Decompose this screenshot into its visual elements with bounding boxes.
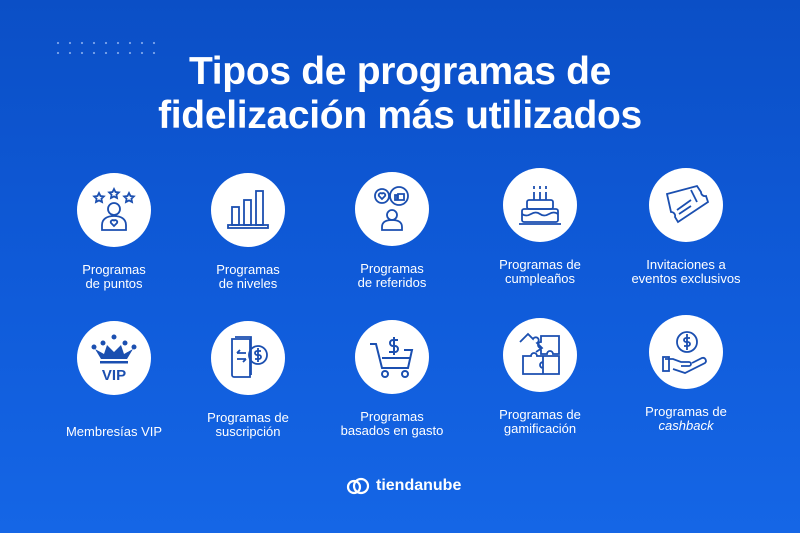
item-label: Programas de suscripción [207, 410, 289, 439]
hand-coin-icon [649, 315, 723, 389]
item-gasto: Programas basados en gasto [317, 320, 467, 438]
item-label: Programas de puntos [82, 262, 146, 291]
item-cashback: Programas de cashback [611, 315, 761, 433]
birthday-cake-icon [503, 168, 577, 242]
item-label: Programas de referidos [357, 261, 427, 290]
item-gamificacion: Programas de gamificación [465, 318, 615, 436]
vip-crown-icon: VIP [77, 321, 151, 395]
tiendanube-logo-icon [346, 477, 370, 495]
item-label: Membresías VIP [65, 424, 163, 439]
svg-text:VIP: VIP [102, 367, 126, 383]
item-vip: VIP Membresías VIP [39, 321, 189, 439]
shopping-cart-dollar-icon [355, 320, 429, 394]
tiendanube-logo: tiendanube [346, 477, 461, 495]
item-eventos: Invitaciones a eventos exclusivos [611, 168, 761, 286]
item-puntos: Programas de puntos [39, 173, 189, 291]
decorative-dots [52, 38, 162, 54]
item-label: Programas de gamificación [499, 407, 581, 436]
page-title: Tipos de programas de fidelización más u… [158, 50, 642, 137]
puzzle-icon [503, 318, 577, 392]
bar-chart-icon [211, 173, 285, 247]
item-label: Programas de cashback [645, 404, 727, 433]
item-cumpleanos: Programas de cumpleaños [465, 168, 615, 286]
item-suscripcion: Programas de suscripción [173, 321, 323, 439]
item-label: Programas de niveles [216, 262, 280, 291]
item-niveles: Programas de niveles [173, 173, 323, 291]
item-label: Programas de cumpleaños [499, 257, 581, 286]
subscription-icon [211, 321, 285, 395]
item-referidos: Programas de referidos [317, 172, 467, 290]
stars-person-icon [77, 173, 151, 247]
ticket-icon [649, 168, 723, 242]
item-label: Programas basados en gasto [340, 409, 444, 438]
brand-name: tiendanube [376, 477, 462, 494]
referral-person-icon [355, 172, 429, 246]
item-label: Invitaciones a eventos exclusivos [631, 257, 741, 286]
